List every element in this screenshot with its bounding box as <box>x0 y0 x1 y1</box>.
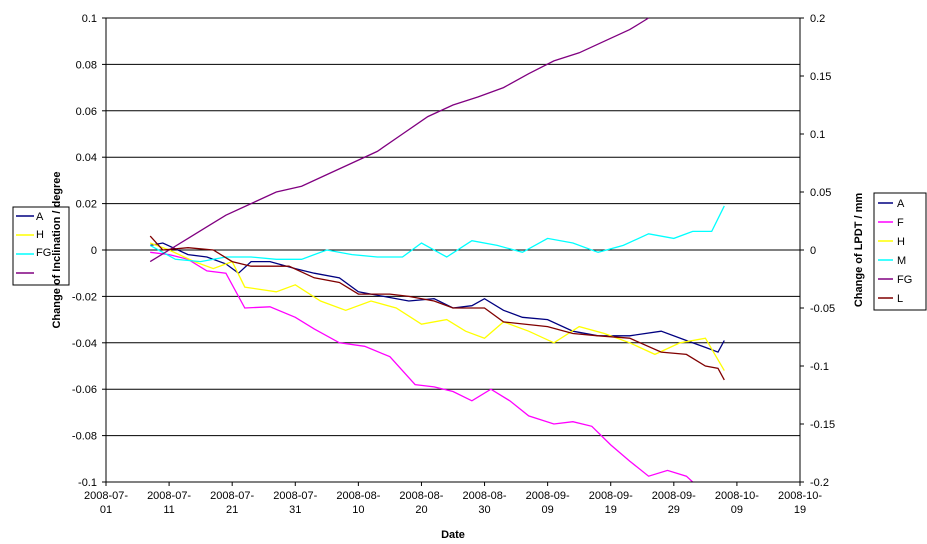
y-left-tick-label: 0.02 <box>76 199 97 211</box>
y-right-tick-label: -0.15 <box>810 419 835 431</box>
x-tick-label: 2008-10-09 <box>715 490 759 516</box>
y-right-tick-label: -0.1 <box>810 361 829 373</box>
series-line-fg <box>149 17 649 263</box>
tick-labels: 0.1 0.08 0.06 0.04 0.02 0 -0.02 -0.04 -0.06 -0.08… <box>72 13 835 516</box>
series-line-m <box>149 205 725 263</box>
x-tick-label: 2008-10-19 <box>778 490 822 516</box>
x-tick-label: 2008-07-11 <box>147 490 191 516</box>
x-tick-label: 2008-08-20 <box>399 490 443 516</box>
x-tick-label: 2008-07-21 <box>210 490 254 516</box>
legend-left-label: H <box>36 229 44 241</box>
x-tick-label: 2008-09-29 <box>652 490 696 516</box>
series-line-h <box>149 242 725 371</box>
axes <box>102 17 804 486</box>
legend-label-fg: FG <box>897 274 912 286</box>
x-axis-title: Date <box>441 529 465 541</box>
series-line-f <box>150 251 694 483</box>
y-left-tick-label: -0.06 <box>72 384 97 396</box>
x-tick-label: 2008-08-10 <box>336 490 380 516</box>
series-group <box>149 17 725 483</box>
y-left-tick-label: -0.04 <box>72 338 97 350</box>
legend-left-label: A <box>36 211 44 223</box>
legend-label-a: A <box>897 198 905 210</box>
x-tick-label: 2008-07-31 <box>273 490 317 516</box>
legend-left-box <box>12 206 70 286</box>
y-axis-left-title: Change of Inclination / degree <box>51 171 63 328</box>
y-right-tick-label: 0.2 <box>810 13 825 25</box>
y-left-tick-label: 0 <box>91 245 97 257</box>
y-left-tick-label: -0.02 <box>72 291 97 303</box>
x-tick-label: 2008-09-09 <box>526 490 570 516</box>
x-tick-label: 2008-07-01 <box>84 490 128 516</box>
legend-label-m: M <box>897 255 906 267</box>
y-left-tick-label: 0.1 <box>82 13 97 25</box>
legend-label-l: L <box>897 293 903 305</box>
y-axis-right-title: Change of LPDT / mm <box>853 193 865 308</box>
x-tick-label: 2008-08-30 <box>463 490 507 516</box>
y-left-tick-label: 0.04 <box>76 152 97 164</box>
y-right-tick-label: 0.1 <box>810 129 825 141</box>
y-right-tick-label: -0.05 <box>810 303 835 315</box>
legend-left: AH FG <box>12 206 70 286</box>
y-right-tick-label: 0 <box>810 245 816 257</box>
series-line-l <box>149 235 725 381</box>
legend-right-box <box>873 192 927 311</box>
series-line-a <box>150 242 725 353</box>
legend-left-label: FG <box>36 247 51 259</box>
y-right-tick-label: 0.05 <box>810 187 831 199</box>
y-left-tick-label: 0.06 <box>76 106 97 118</box>
y-left-tick-label: 0.08 <box>76 59 97 71</box>
x-tick-label: 2008-09-19 <box>589 490 633 516</box>
legend-label-h: H <box>897 236 905 248</box>
y-right-tick-label: 0.15 <box>810 71 831 83</box>
legend-label-f: F <box>897 217 904 229</box>
y-left-tick-label: -0.1 <box>78 477 97 489</box>
y-left-tick-label: -0.08 <box>72 431 97 443</box>
y-right-tick-label: -0.2 <box>810 477 829 489</box>
